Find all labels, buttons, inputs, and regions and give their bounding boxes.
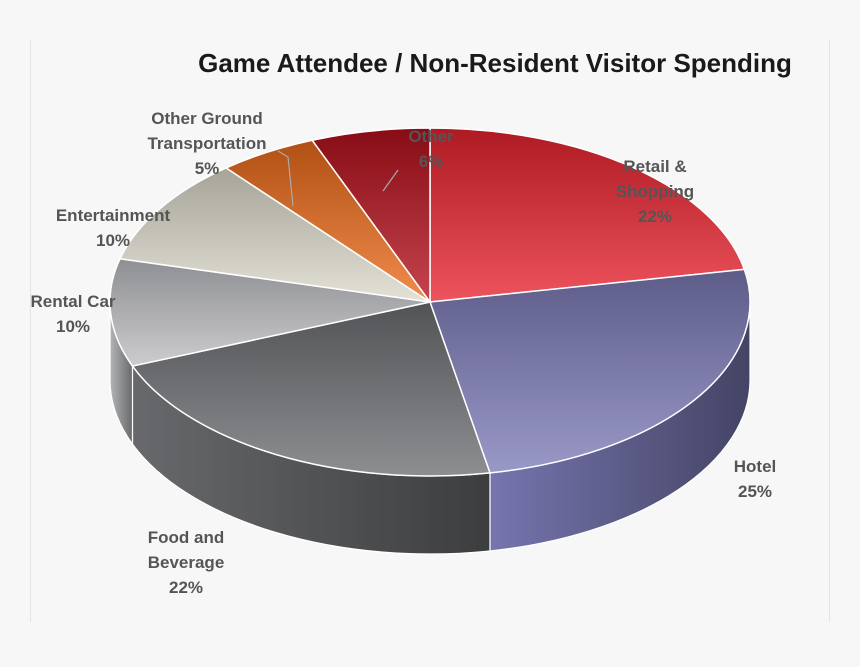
data-label-hotel: Hotel 25% [734, 457, 777, 501]
data-label-line: 5% [195, 159, 220, 178]
data-label-line: Rental Car [30, 292, 115, 311]
data-label-retail-shopping: Retail & Shopping 22% [616, 157, 694, 226]
chart-frame [30, 40, 830, 622]
pie-slice-hotel [429, 268, 751, 474]
data-label-line: Shopping [616, 182, 694, 201]
data-label-other-ground-transportation: Other Ground Transportation 5% [147, 109, 266, 178]
data-label-line: 25% [738, 482, 772, 501]
data-label-line: 22% [638, 207, 672, 226]
data-label-line: Retail & [623, 157, 686, 176]
leader-line-other-ground-transportation [277, 150, 294, 207]
data-label-line: Hotel [734, 457, 777, 476]
data-label-food-and-beverage: Food and Beverage 22% [148, 528, 225, 597]
leader-line-other [382, 169, 399, 192]
pie-slice-other [311, 127, 431, 303]
pie-slice-food-and-beverage [131, 301, 491, 477]
data-label-line: Food and [148, 528, 224, 547]
data-label-line: 10% [56, 317, 90, 336]
data-label-other: Other 6% [408, 127, 454, 171]
data-label-line: Beverage [148, 553, 225, 572]
data-label-line: Transportation [147, 134, 266, 153]
pie-slice-retail-shopping [429, 127, 746, 303]
data-label-line: 6% [419, 152, 444, 171]
data-label-rental-car: Rental Car 10% [30, 292, 115, 336]
data-label-line: Other [408, 127, 454, 146]
pie-slice-entertainment [119, 167, 431, 303]
pie-slice-rental-car [109, 257, 431, 367]
data-label-line: Other Ground [151, 109, 262, 128]
data-labels: Retail & Shopping 22% Hotel 25% Food and Bever… [30, 109, 776, 597]
leader-lines [277, 150, 399, 207]
chart-title: Game Attendee / Non-Resident Visitor Spe… [198, 48, 792, 78]
data-label-entertainment: Entertainment 10% [56, 206, 171, 250]
data-label-line: Entertainment [56, 206, 171, 225]
data-label-line: 10% [96, 231, 130, 250]
pie-top [109, 127, 751, 477]
data-label-line: 22% [169, 578, 203, 597]
